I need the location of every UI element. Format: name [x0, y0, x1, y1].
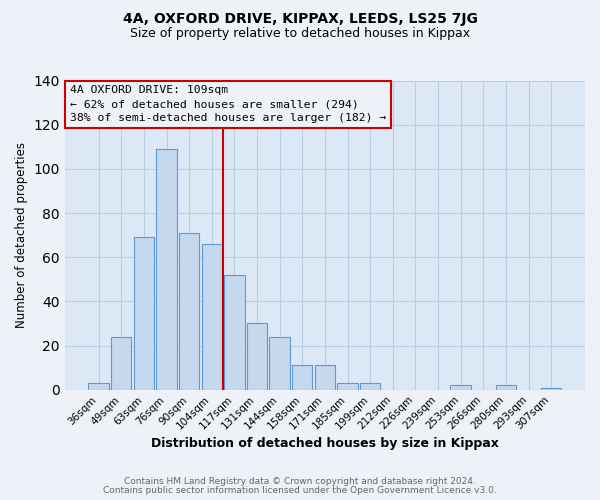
Bar — [157, 149, 176, 390]
Bar — [224, 275, 245, 390]
Text: 4A OXFORD DRIVE: 109sqm
← 62% of detached houses are smaller (294)
38% of semi-d: 4A OXFORD DRIVE: 109sqm ← 62% of detache… — [70, 85, 386, 123]
Bar — [111, 336, 131, 390]
Bar — [337, 383, 358, 390]
X-axis label: Distribution of detached houses by size in Kippax: Distribution of detached houses by size … — [151, 437, 499, 450]
Text: Contains HM Land Registry data © Crown copyright and database right 2024.: Contains HM Land Registry data © Crown c… — [124, 477, 476, 486]
Bar — [269, 336, 290, 390]
Bar — [315, 366, 335, 390]
Bar — [292, 366, 313, 390]
Bar — [541, 388, 562, 390]
Bar — [496, 386, 516, 390]
Bar — [202, 244, 222, 390]
Text: Contains public sector information licensed under the Open Government Licence v3: Contains public sector information licen… — [103, 486, 497, 495]
Bar — [247, 324, 267, 390]
Bar — [179, 233, 199, 390]
Bar — [134, 238, 154, 390]
Text: Size of property relative to detached houses in Kippax: Size of property relative to detached ho… — [130, 28, 470, 40]
Bar — [451, 386, 471, 390]
Bar — [360, 383, 380, 390]
Text: 4A, OXFORD DRIVE, KIPPAX, LEEDS, LS25 7JG: 4A, OXFORD DRIVE, KIPPAX, LEEDS, LS25 7J… — [122, 12, 478, 26]
Bar — [88, 383, 109, 390]
Y-axis label: Number of detached properties: Number of detached properties — [15, 142, 28, 328]
